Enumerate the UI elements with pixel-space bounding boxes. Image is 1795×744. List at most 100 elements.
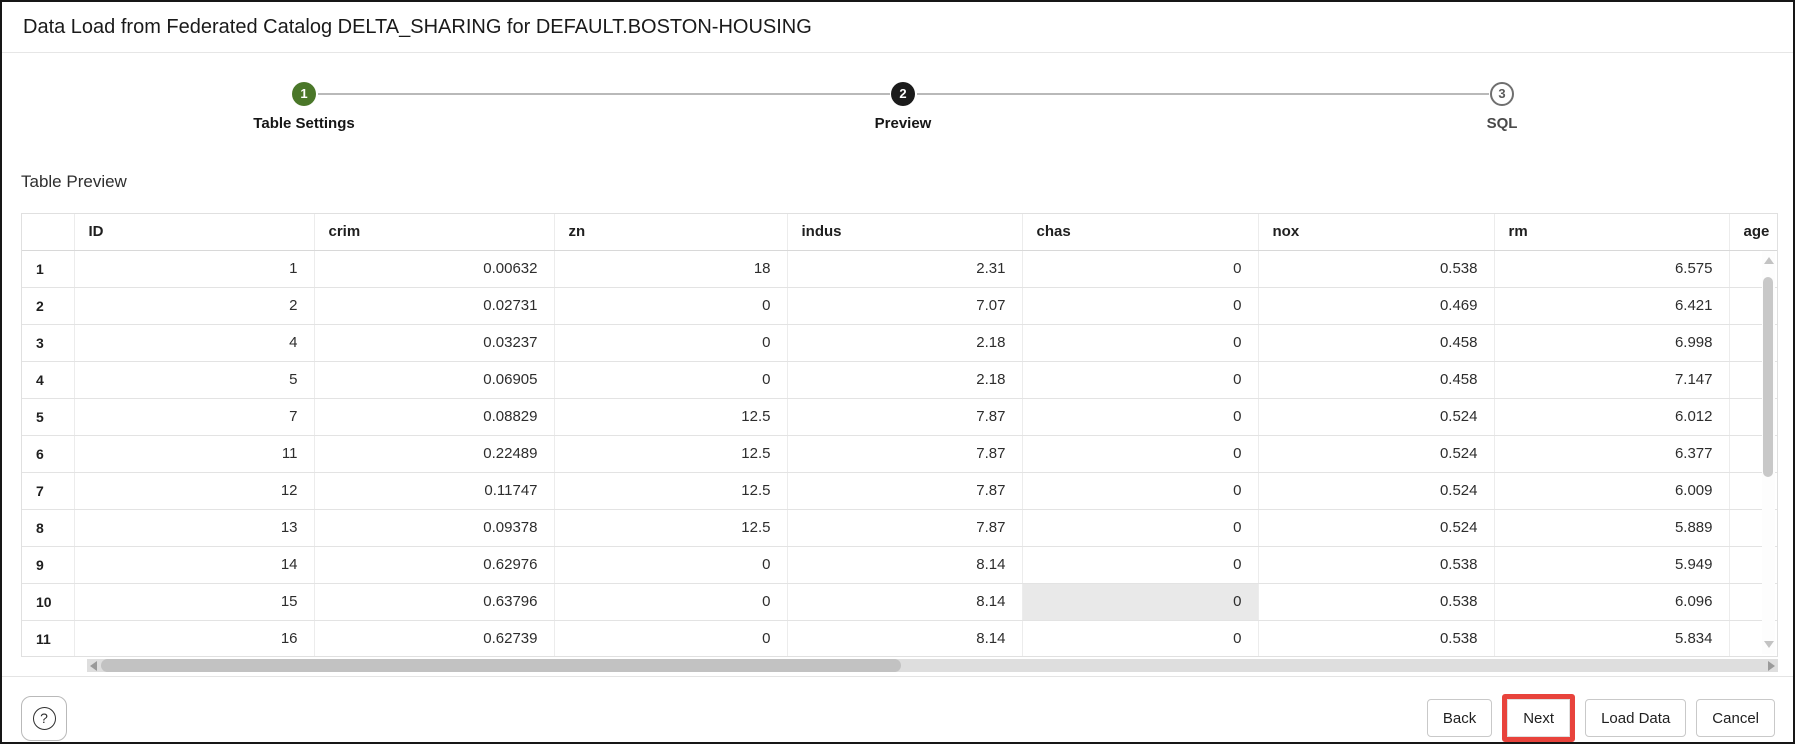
table-cell[interactable]: 14 xyxy=(74,546,315,584)
horizontal-scrollbar[interactable] xyxy=(87,659,1778,672)
help-icon: ? xyxy=(32,706,56,730)
back-button[interactable]: Back xyxy=(1426,699,1493,737)
table-cell[interactable]: 18 xyxy=(554,250,788,288)
table-cell[interactable]: 7.87 xyxy=(787,472,1023,510)
table-cell[interactable]: 7.87 xyxy=(787,398,1023,436)
table-cell[interactable]: 0.538 xyxy=(1258,546,1495,584)
table-cell[interactable]: 0.538 xyxy=(1258,250,1495,288)
table-cell[interactable]: 0.00632 xyxy=(314,250,555,288)
table-cell[interactable]: 5.834 xyxy=(1494,620,1730,656)
table-cell[interactable]: 0.03237 xyxy=(314,324,555,362)
table-cell[interactable]: 0.62739 xyxy=(314,620,555,656)
next-button[interactable]: Next xyxy=(1507,699,1571,737)
table-cell[interactable]: 0.524 xyxy=(1258,435,1495,473)
table-cell[interactable]: 0 xyxy=(1022,546,1259,584)
table-cell[interactable]: 12 xyxy=(74,472,315,510)
vertical-scrollbar-thumb[interactable] xyxy=(1763,277,1773,477)
table-cell[interactable]: 12.5 xyxy=(554,509,788,547)
table-cell[interactable]: 0 xyxy=(1022,472,1259,510)
scroll-left-icon[interactable] xyxy=(90,661,97,671)
table-cell[interactable]: 6.009 xyxy=(1494,472,1730,510)
table-cell[interactable]: 0.524 xyxy=(1258,509,1495,547)
table-cell[interactable]: 0 xyxy=(554,546,788,584)
table-cell[interactable]: 0 xyxy=(1022,509,1259,547)
table-cell[interactable]: 0 xyxy=(554,324,788,362)
table-cell[interactable]: 0.458 xyxy=(1258,361,1495,399)
table-cell[interactable]: 0 xyxy=(1022,250,1259,288)
column-header-crim: crim xyxy=(314,214,555,251)
table-cell[interactable]: 0 xyxy=(1022,287,1259,325)
cancel-button[interactable]: Cancel xyxy=(1696,699,1775,737)
table-cell[interactable]: 7 xyxy=(74,398,315,436)
table-cell[interactable]: 0 xyxy=(1022,620,1259,656)
table-cell[interactable]: 2.18 xyxy=(787,324,1023,362)
table-cell[interactable]: 8.14 xyxy=(787,583,1023,621)
table-cell[interactable]: 5.889 xyxy=(1494,509,1730,547)
table-cell[interactable]: 0.63796 xyxy=(314,583,555,621)
table-cell[interactable]: 0.22489 xyxy=(314,435,555,473)
table-cell[interactable]: 0.06905 xyxy=(314,361,555,399)
table-cell[interactable]: 0 xyxy=(1022,398,1259,436)
table-cell[interactable]: 0 xyxy=(554,583,788,621)
table-cell[interactable]: 8.14 xyxy=(787,546,1023,584)
table-cell[interactable]: 0 xyxy=(1022,361,1259,399)
column-header-rm: rm xyxy=(1494,214,1730,251)
horizontal-scrollbar-thumb[interactable] xyxy=(101,659,901,672)
table-cell[interactable]: 0.538 xyxy=(1258,620,1495,656)
table-cell[interactable]: 0.02731 xyxy=(314,287,555,325)
help-button[interactable]: ? xyxy=(21,695,67,741)
table-cell[interactable]: 6.421 xyxy=(1494,287,1730,325)
table-cell[interactable]: 1 xyxy=(74,250,315,288)
table-cell[interactable]: 15 xyxy=(74,583,315,621)
table-cell[interactable]: 0.538 xyxy=(1258,583,1495,621)
scroll-down-icon[interactable] xyxy=(1764,641,1774,648)
table-cell[interactable]: 0 xyxy=(1022,583,1259,621)
table-cell[interactable]: 0.458 xyxy=(1258,324,1495,362)
column-header-age: age xyxy=(1729,214,1777,251)
vertical-scrollbar[interactable] xyxy=(1762,251,1775,654)
table-cell[interactable]: 12.5 xyxy=(554,472,788,510)
table-cell[interactable]: 7.07 xyxy=(787,287,1023,325)
load-data-button[interactable]: Load Data xyxy=(1585,699,1687,737)
table-cell[interactable]: 0.09378 xyxy=(314,509,555,547)
table-cell[interactable]: 6.012 xyxy=(1494,398,1730,436)
table-cell[interactable]: 0 xyxy=(554,361,788,399)
table-cell[interactable]: 0.524 xyxy=(1258,472,1495,510)
table-cell[interactable]: 0.08829 xyxy=(314,398,555,436)
table-cell[interactable]: 12.5 xyxy=(554,398,788,436)
table-cell[interactable]: 6.998 xyxy=(1494,324,1730,362)
table-cell[interactable]: 12.5 xyxy=(554,435,788,473)
table-cell[interactable]: 0.524 xyxy=(1258,398,1495,436)
table-cell[interactable]: 2.31 xyxy=(787,250,1023,288)
table-cell[interactable]: 0.62976 xyxy=(314,546,555,584)
table-cell[interactable]: 0 xyxy=(1022,324,1259,362)
table-cell[interactable]: 13 xyxy=(74,509,315,547)
table-cell[interactable]: 6.377 xyxy=(1494,435,1730,473)
table-cell[interactable]: 7.87 xyxy=(787,509,1023,547)
table-preview-heading: Table Preview xyxy=(21,172,127,191)
table-cell[interactable]: 2.18 xyxy=(787,361,1023,399)
table-cell[interactable]: 8.14 xyxy=(787,620,1023,656)
table-row: 8 13 0.09378 12.5 7.87 0 0.524 5.889 xyxy=(22,509,1777,547)
row-number-cell: 10 xyxy=(22,583,75,621)
table-cell[interactable]: 0 xyxy=(554,287,788,325)
table-cell[interactable]: 0.11747 xyxy=(314,472,555,510)
table-cell[interactable]: 6.096 xyxy=(1494,583,1730,621)
table-cell[interactable]: 5.949 xyxy=(1494,546,1730,584)
table-cell[interactable]: 7.87 xyxy=(787,435,1023,473)
table-cell[interactable]: 16 xyxy=(74,620,315,656)
table-cell[interactable]: 7.147 xyxy=(1494,361,1730,399)
table-cell[interactable]: 5 xyxy=(74,361,315,399)
table-cell[interactable]: 11 xyxy=(74,435,315,473)
table-cell[interactable]: 0 xyxy=(554,620,788,656)
table-header-row: ID crim zn indus chas nox rm age xyxy=(22,214,1777,251)
table-cell[interactable]: 0.469 xyxy=(1258,287,1495,325)
table-row: 4 5 0.06905 0 2.18 0 0.458 7.147 xyxy=(22,361,1777,399)
scroll-up-icon[interactable] xyxy=(1764,257,1774,264)
row-number-cell: 9 xyxy=(22,546,75,584)
table-cell[interactable]: 2 xyxy=(74,287,315,325)
table-cell[interactable]: 6.575 xyxy=(1494,250,1730,288)
table-cell[interactable]: 4 xyxy=(74,324,315,362)
table-cell[interactable]: 0 xyxy=(1022,435,1259,473)
scroll-right-icon[interactable] xyxy=(1768,661,1775,671)
